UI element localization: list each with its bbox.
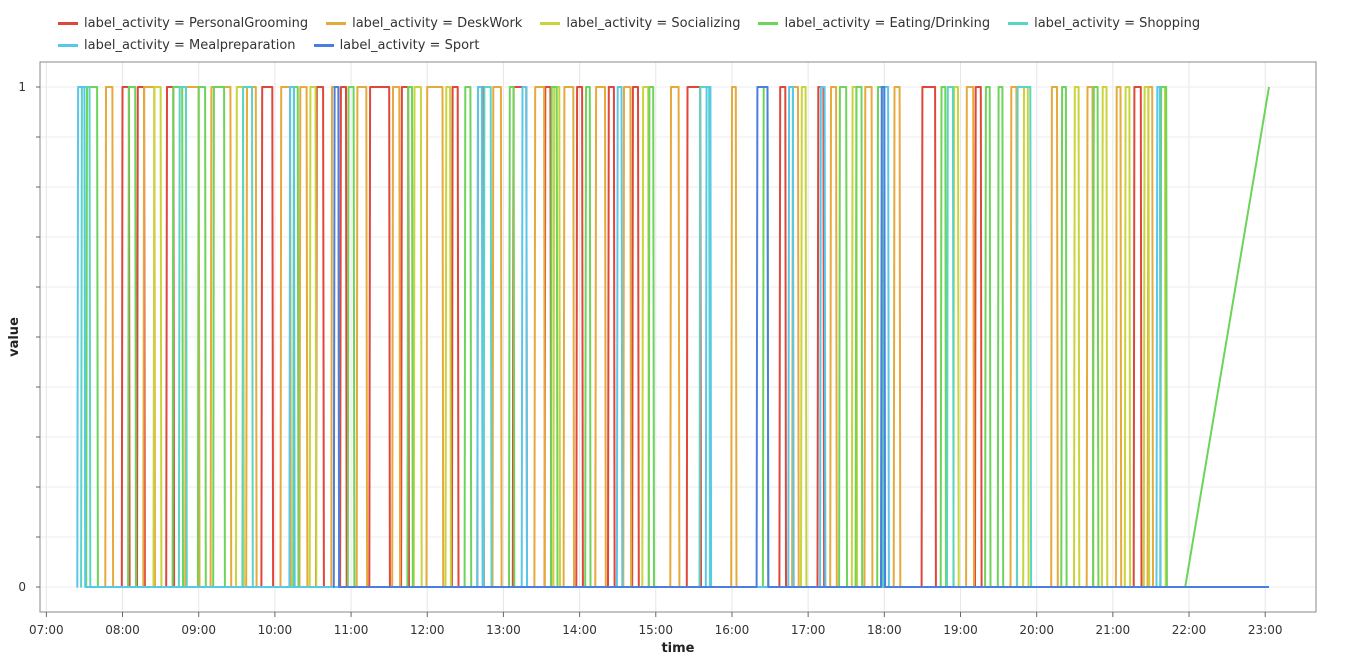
legend-row-1: label_activity = PersonalGrooming label_… [58, 12, 1328, 34]
x-tick-label: 22:00 [1172, 623, 1207, 637]
x-tick-label: 14:00 [562, 623, 597, 637]
x-tick-label: 23:00 [1248, 623, 1283, 637]
legend-item-mealpreparation[interactable]: label_activity = Mealpreparation [58, 38, 296, 53]
x-tick-label: 12:00 [410, 623, 445, 637]
y-tick-label: 0 [18, 580, 26, 594]
y-axis-title: value [7, 317, 22, 357]
legend-item-personalgrooming[interactable]: label_activity = PersonalGrooming [58, 16, 308, 31]
legend-item-shopping[interactable]: label_activity = Shopping [1008, 16, 1200, 31]
legend-item-deskwork[interactable]: label_activity = DeskWork [326, 16, 522, 31]
legend-swatch-sport [313, 43, 334, 47]
x-tick-label: 10:00 [258, 623, 293, 637]
legend-label-mealpreparation: label_activity = Mealpreparation [84, 37, 296, 53]
legend-item-eating-drinking[interactable]: label_activity = Eating/Drinking [758, 16, 990, 31]
legend-label-shopping: label_activity = Shopping [1034, 15, 1201, 31]
x-axis-title: time [661, 641, 694, 656]
x-tick-label: 13:00 [486, 623, 521, 637]
x-tick-label: 20:00 [1019, 623, 1054, 637]
x-tick-label: 18:00 [867, 623, 902, 637]
legend-row-2: label_activity = Mealpreparation label_a… [58, 34, 1328, 56]
legend-swatch-personalgrooming [58, 21, 78, 25]
legend-swatch-eating-drinking [758, 21, 779, 25]
legend-swatch-mealpreparation [58, 43, 78, 47]
legend-swatch-deskwork [326, 21, 347, 25]
legend: label_activity = PersonalGrooming label_… [58, 12, 1328, 56]
legend-label-personalgrooming: label_activity = PersonalGrooming [84, 15, 309, 31]
series-line-3 [85, 86, 1270, 588]
legend-item-socializing[interactable]: label_activity = Socializing [540, 16, 740, 31]
legend-label-socializing: label_activity = Socializing [566, 15, 741, 31]
legend-item-sport[interactable]: label_activity = Sport [313, 37, 480, 53]
legend-swatch-shopping [1008, 21, 1029, 25]
series-layer [76, 86, 1270, 588]
legend-label-deskwork: label_activity = DeskWork [352, 15, 523, 31]
x-tick-label: 09:00 [181, 623, 216, 637]
x-tick-label: 21:00 [1096, 623, 1131, 637]
x-tick-label: 19:00 [943, 623, 978, 637]
legend-label-eating-drinking: label_activity = Eating/Drinking [784, 15, 991, 31]
y-tick-label: 1 [18, 80, 26, 94]
x-axis-ticks: 07:00 08:00 09:00 10:00 11:00 12:00 13:00 14:00… [29, 612, 1283, 637]
x-tick-label: 07:00 [29, 623, 64, 637]
x-tick-label: 17:00 [791, 623, 826, 637]
x-tick-label: 16:00 [715, 623, 750, 637]
x-tick-label: 15:00 [638, 623, 673, 637]
x-tick-label: 11:00 [334, 623, 369, 637]
y-axis-ticks: 01 [18, 80, 40, 594]
legend-swatch-socializing [540, 21, 561, 25]
legend-label-sport: label_activity = Sport [339, 37, 480, 53]
series-line-6 [332, 86, 1269, 588]
x-tick-label: 08:00 [105, 623, 140, 637]
